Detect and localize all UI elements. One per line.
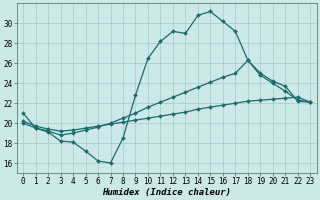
X-axis label: Humidex (Indice chaleur): Humidex (Indice chaleur) <box>102 188 231 197</box>
